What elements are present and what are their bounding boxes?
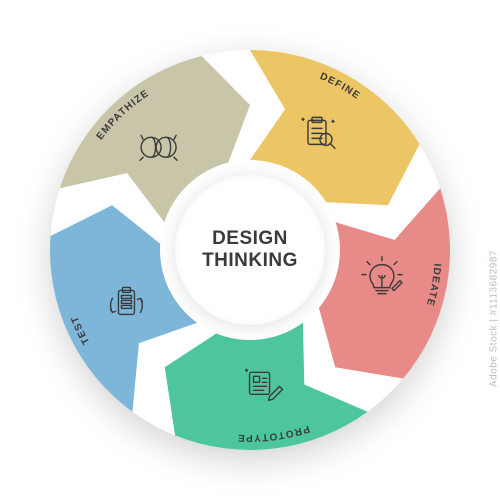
watermark: Adobe Stock | #1113682987 bbox=[489, 250, 500, 387]
center-circle: DESIGN THINKING bbox=[175, 175, 325, 325]
center-line2: THINKING bbox=[202, 250, 298, 272]
center-title: DESIGN THINKING bbox=[202, 228, 298, 272]
center-line1: DESIGN bbox=[202, 228, 298, 250]
design-thinking-diagram: EMPATHIZEDEFINEIDEATEPROTOTYPETEST bbox=[40, 40, 460, 460]
